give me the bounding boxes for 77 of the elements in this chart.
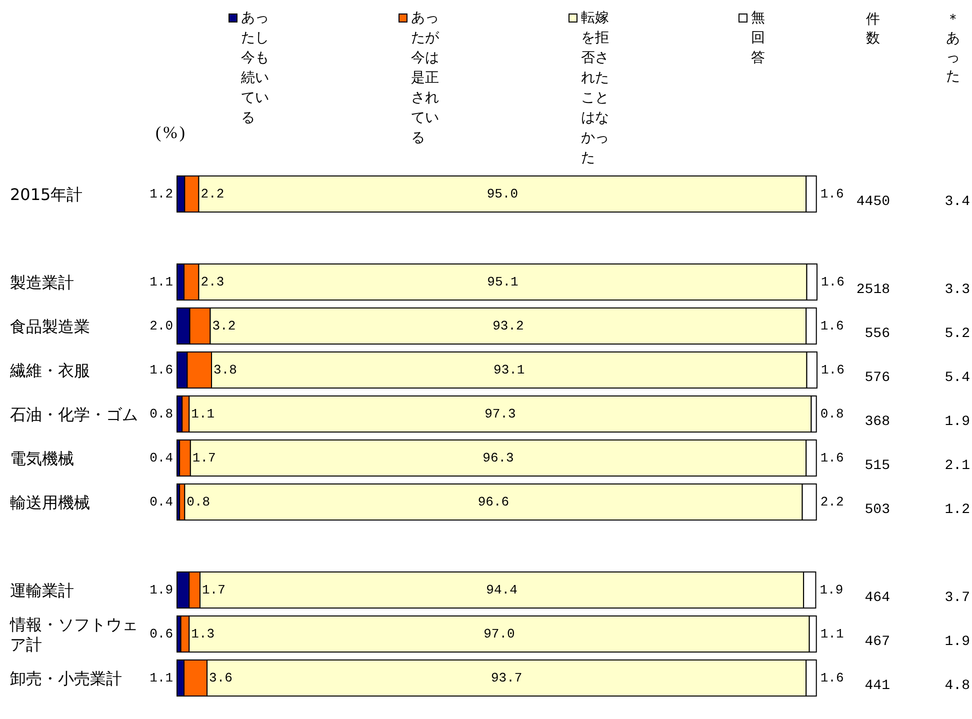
data-label: 96.3 xyxy=(482,450,514,466)
text: 556 xyxy=(864,326,890,342)
text: 5.2 xyxy=(944,326,970,342)
text: 3.7 xyxy=(944,590,970,606)
text: 464 xyxy=(864,590,890,606)
y-tick-label: 繊維・衣服 xyxy=(9,360,90,380)
data-label: 0.4 xyxy=(150,450,174,466)
text: 件数 xyxy=(866,12,880,46)
data-label: 95.0 xyxy=(486,186,518,202)
text: 576 xyxy=(864,370,890,386)
data-label: 1.9 xyxy=(150,582,173,598)
legend-label: 無回答 xyxy=(751,10,765,66)
y-tick-label: 卸売・小売業計 xyxy=(10,668,122,688)
data-label: 3.2 xyxy=(212,318,236,334)
text: 515 xyxy=(864,458,890,474)
y-tick-label: 石油・化学・ゴム xyxy=(10,404,138,424)
legend-label: あったが今は是正されている xyxy=(411,10,440,146)
data-label: 1.6 xyxy=(821,362,844,378)
data-label: 1.6 xyxy=(820,450,844,466)
data-label: 3.6 xyxy=(209,670,232,686)
data-label: 2.3 xyxy=(200,274,224,290)
y-tick-label: 食品製造業 xyxy=(10,316,90,336)
text: ＊あった xyxy=(946,12,960,84)
text: 368 xyxy=(864,414,890,430)
text: 2.1 xyxy=(944,458,970,474)
text: 2518 xyxy=(856,282,890,298)
data-label: 96.6 xyxy=(478,494,510,510)
text: 4.8 xyxy=(944,678,970,694)
text: 4450 xyxy=(856,194,890,210)
data-label: 1.1 xyxy=(150,274,174,290)
data-label: 93.1 xyxy=(494,362,525,378)
y-tick-label: 製造業計 xyxy=(10,272,74,292)
data-label: 0.8 xyxy=(820,406,844,422)
data-label: 1.1 xyxy=(820,626,844,642)
data-label: 0.8 xyxy=(186,494,210,510)
text: 503 xyxy=(864,502,890,518)
y-tick-label: 2015年計 xyxy=(10,184,83,204)
y-tick-label: 運輸業計 xyxy=(10,580,74,600)
data-label: 0.8 xyxy=(150,406,173,422)
data-label: 2.2 xyxy=(200,186,224,202)
x-axis-title: (%) xyxy=(156,123,187,142)
data-label: 1.1 xyxy=(150,670,174,686)
y-tick-label: 電気機械 xyxy=(10,448,74,468)
data-label: 1.6 xyxy=(821,274,844,290)
data-label: 1.6 xyxy=(150,362,173,378)
text: 1.9 xyxy=(944,414,970,430)
text: 467 xyxy=(864,634,890,650)
data-label: 93.7 xyxy=(490,670,522,686)
data-label: 97.3 xyxy=(484,406,516,422)
legend-label: あったし今も続いている xyxy=(240,10,269,126)
data-label: 3.8 xyxy=(214,362,237,378)
text: 1.2 xyxy=(944,502,970,518)
data-label: 1.6 xyxy=(820,670,844,686)
text: 441 xyxy=(864,678,890,694)
text: 3.3 xyxy=(944,282,970,298)
data-label: 1.6 xyxy=(820,318,844,334)
data-label: 1.3 xyxy=(191,626,215,642)
text: 3.4 xyxy=(944,194,970,210)
data-label: 0.4 xyxy=(150,494,174,510)
text: 5.4 xyxy=(944,370,970,386)
y-tick-label: 情報・ソフトウェア計 xyxy=(9,614,138,654)
data-label: 1.1 xyxy=(191,406,215,422)
data-label: 1.7 xyxy=(192,450,216,466)
legend-label: 転嫁を拒否されたことはなかった xyxy=(581,10,609,166)
data-label: 1.7 xyxy=(202,582,226,598)
data-label: 2.2 xyxy=(820,494,844,510)
data-label: 95.1 xyxy=(487,274,519,290)
data-label: 94.4 xyxy=(486,582,518,598)
data-label: 0.6 xyxy=(150,626,173,642)
text: 1.9 xyxy=(944,634,970,650)
data-label: 1.6 xyxy=(820,186,844,202)
y-tick-label: 輸送用機械 xyxy=(10,492,90,512)
data-label: 93.2 xyxy=(492,318,524,334)
data-label: 97.0 xyxy=(484,626,515,642)
data-label: 1.9 xyxy=(820,582,844,598)
data-label: 2.0 xyxy=(150,318,173,334)
data-label: 1.2 xyxy=(150,186,173,202)
